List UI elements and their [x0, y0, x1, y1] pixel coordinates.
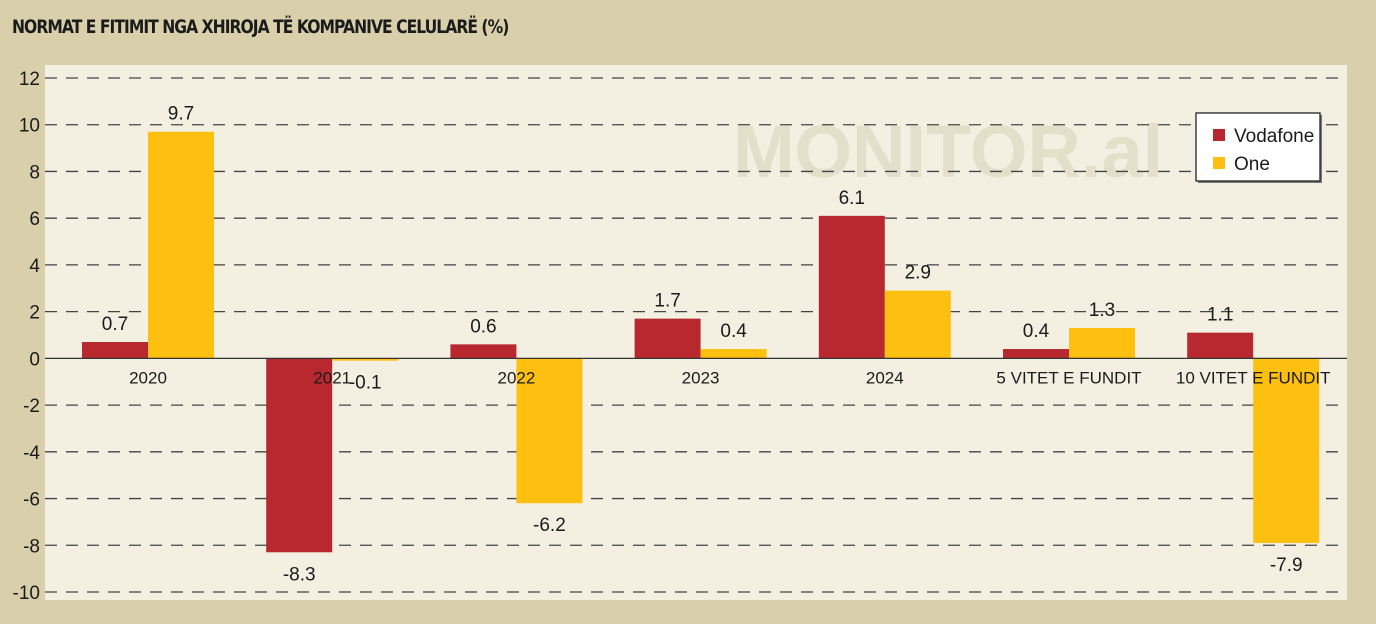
y-tick-label: 8 — [29, 162, 40, 183]
legend-swatch-vodafone — [1213, 129, 1225, 141]
watermark: MONITOR.al — [733, 110, 1163, 193]
bar-one — [884, 290, 951, 359]
y-tick-label: 10 — [19, 116, 40, 137]
bar-vodafone — [818, 215, 885, 359]
bar-one — [1069, 327, 1135, 359]
bar-vodafone — [266, 358, 333, 553]
data-label: 1.7 — [654, 291, 680, 312]
legend: Vodafone One — [1195, 112, 1322, 183]
x-tick-label: 2022 — [497, 368, 535, 387]
data-label: 2.9 — [905, 263, 931, 284]
legend-swatch-one — [1213, 157, 1225, 169]
x-tick-label: 5 VITET E FUNDIT — [996, 368, 1141, 387]
data-label: -0.1 — [349, 373, 382, 394]
bar-vodafone — [82, 342, 148, 359]
x-tick-label: 2023 — [682, 368, 720, 387]
legend-box — [1195, 112, 1321, 182]
x-tick-label: 2021 — [313, 368, 351, 387]
bar-vodafone — [450, 344, 517, 359]
bar-one — [1253, 358, 1320, 543]
y-tick-label: -6 — [23, 490, 40, 511]
bar-one — [516, 358, 583, 504]
y-tick-label: -8 — [23, 536, 40, 557]
data-label: 0.7 — [102, 314, 128, 335]
data-label: 9.7 — [168, 104, 194, 125]
y-tick-label: 2 — [29, 303, 40, 324]
y-tick-label: -10 — [13, 583, 40, 604]
legend-label: One — [1234, 154, 1270, 175]
legend-label: Vodafone — [1234, 126, 1314, 147]
data-label: 0.6 — [470, 316, 496, 337]
bar-vodafone — [1187, 332, 1254, 359]
data-label: -6.2 — [533, 515, 566, 536]
data-label: 6.1 — [839, 188, 865, 209]
data-label: 1.1 — [1207, 305, 1233, 326]
bar-one — [148, 131, 214, 359]
y-tick-label: 6 — [29, 209, 40, 230]
data-label: -7.9 — [1270, 555, 1303, 576]
data-label: 1.3 — [1089, 300, 1115, 321]
data-label: 0.4 — [720, 321, 747, 342]
y-tick-label: 0 — [29, 349, 40, 370]
chart-title: NORMAT E FITIMIT NGA XHIROJA TË KOMPANIV… — [12, 16, 509, 38]
data-label: -8.3 — [283, 564, 316, 585]
y-tick-label: -4 — [23, 443, 40, 464]
y-tick-label: -2 — [23, 396, 40, 417]
bar-vodafone — [634, 318, 701, 359]
bar-one — [700, 349, 767, 359]
y-tick-label: 12 — [19, 69, 40, 90]
x-tick-label: 10 VITET E FUNDIT — [1176, 368, 1331, 387]
bar-one — [332, 358, 399, 361]
x-tick-label: 2020 — [129, 368, 167, 387]
data-label: 0.4 — [1023, 321, 1050, 342]
x-tick-label: 2024 — [866, 368, 904, 387]
y-tick-label: 4 — [29, 256, 40, 277]
bar-vodafone — [1003, 349, 1069, 359]
